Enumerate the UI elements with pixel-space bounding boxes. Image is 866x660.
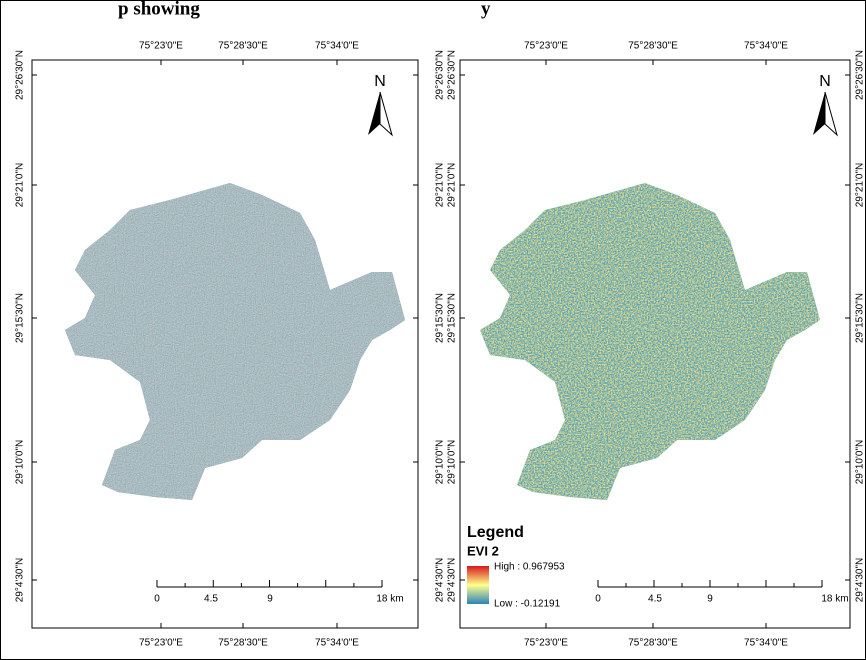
legend-ramp <box>467 566 489 604</box>
latitude-label: 29°26'30"N <box>855 50 866 100</box>
district-texture <box>65 183 405 500</box>
legend-title: Legend <box>467 524 524 541</box>
latitude-label: 29°10'0"N <box>855 440 866 485</box>
north-arrow <box>380 92 392 135</box>
north-label: N <box>374 73 386 90</box>
longitude-label: 75°23'0"E <box>139 41 183 52</box>
latitude-label: 29°4'30"N <box>855 558 866 603</box>
latitude-label: 29°15'30"N <box>15 293 26 343</box>
scale-label: 9 <box>267 594 273 605</box>
scale-label: 18 km <box>821 594 848 605</box>
latitude-label: 29°21'0"N <box>15 163 26 208</box>
latitude-label: 29°10'0"N <box>15 440 26 485</box>
longitude-label: 75°34'0"E <box>315 638 359 649</box>
latitude-label: 29°15'30"N <box>447 293 458 343</box>
north-arrow <box>825 92 837 135</box>
longitude-label: 75°28'30"E <box>628 638 678 649</box>
latitude-label: 29°26'30"N <box>435 50 446 100</box>
scale-label: 0 <box>154 594 160 605</box>
longitude-label: 75°23'0"E <box>524 638 568 649</box>
latitude-label: 29°10'0"N <box>447 440 458 485</box>
north-arrow <box>813 92 825 135</box>
north-arrow <box>368 92 380 135</box>
latitude-label: 29°15'30"N <box>855 293 866 343</box>
longitude-label: 75°23'0"E <box>524 41 568 52</box>
latitude-label: 29°15'30"N <box>435 293 446 343</box>
longitude-label: 75°28'30"E <box>218 41 268 52</box>
district-texture <box>480 183 820 500</box>
scale-label: 18 km <box>376 594 403 605</box>
map-figure: p showing y 75°23'0"E 75°23'0"E 75°28'30"E… <box>0 0 866 660</box>
scale-label: 0 <box>595 594 601 605</box>
legend-layer: EVI 2 <box>467 543 499 558</box>
latitude-label: 29°21'0"N <box>447 163 458 208</box>
latitude-label: 29°4'30"N <box>435 558 446 603</box>
legend-high: High : 0.967953 <box>494 562 565 573</box>
scale-label: 4.5 <box>204 594 218 605</box>
longitude-label: 75°28'30"E <box>218 638 268 649</box>
latitude-label: 29°21'0"N <box>435 163 446 208</box>
title-fragment: y <box>481 0 491 19</box>
scale-label: 9 <box>707 594 713 605</box>
longitude-label: 75°34'0"E <box>315 41 359 52</box>
title-fragment: p showing <box>118 0 200 19</box>
longitude-label: 75°34'0"E <box>744 41 788 52</box>
latitude-label: 29°26'30"N <box>15 50 26 100</box>
latitude-label: 29°4'30"N <box>15 558 26 603</box>
longitude-label: 75°23'0"E <box>139 638 183 649</box>
scale-label: 4.5 <box>648 594 662 605</box>
latitude-label: 29°10'0"N <box>435 440 446 485</box>
longitude-label: 75°28'30"E <box>628 41 678 52</box>
legend-low: Low : -0.12191 <box>494 599 561 610</box>
latitude-label: 29°26'30"N <box>447 50 458 100</box>
latitude-label: 29°4'30"N <box>447 558 458 603</box>
latitude-label: 29°21'0"N <box>855 163 866 208</box>
north-label: N <box>819 73 831 90</box>
longitude-label: 75°34'0"E <box>744 638 788 649</box>
